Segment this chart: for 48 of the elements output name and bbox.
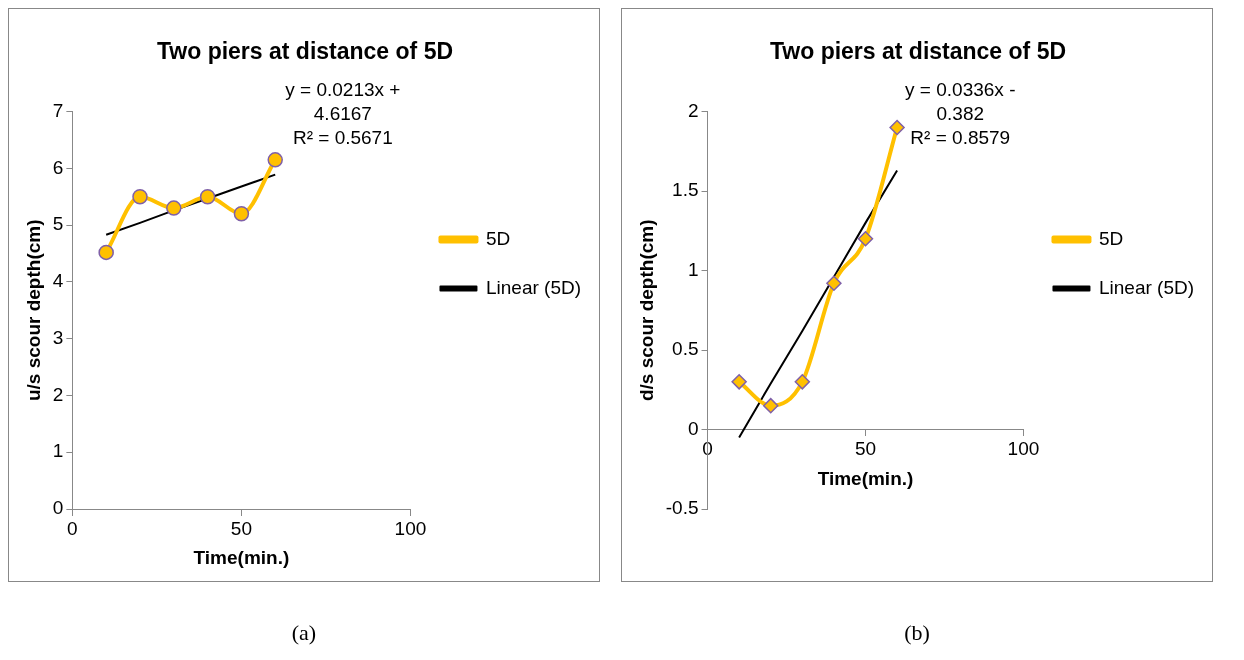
y-tick-label: 3	[52, 326, 64, 348]
chart-title: Two piers at distance of 5D	[769, 38, 1067, 65]
point	[889, 119, 905, 136]
y-tick-label: 6	[52, 156, 64, 178]
y-tick-label: -0.5	[665, 497, 699, 519]
y-tick-label: 0	[687, 417, 699, 439]
x-tick-label: 0	[702, 438, 713, 460]
legend-label: Linear (5D)	[1098, 276, 1195, 298]
x-tick-label: 100	[394, 517, 427, 539]
y-tick-label: 2	[687, 99, 699, 121]
y-tick-label: 1	[52, 440, 64, 462]
y-axis-title: u/s scour depth(cm)	[22, 219, 44, 402]
x-tick-label: 50	[230, 517, 252, 539]
text: (b)	[903, 620, 931, 646]
point	[794, 374, 811, 390]
y-tick-label: 1.5	[672, 179, 699, 201]
annotation: R² = 0.5671	[292, 127, 393, 149]
y-tick-label: 0.5	[672, 338, 699, 360]
point	[762, 397, 779, 414]
x-tick-label: 0	[67, 517, 78, 539]
x-tick-label: 100	[1007, 438, 1040, 460]
x-tick-label: 50	[854, 438, 877, 460]
annotation: y = 0.0336x - 0.382	[905, 79, 1016, 125]
legend-label: Linear (5D)	[485, 276, 582, 298]
point	[199, 189, 216, 205]
point	[857, 231, 874, 247]
point	[132, 189, 148, 205]
y-tick-label: 5	[52, 213, 64, 235]
point	[731, 374, 747, 390]
annotation: y = 0.0213x + 4.6167	[285, 79, 401, 125]
point	[826, 275, 842, 292]
y-tick-label: 1	[687, 258, 699, 280]
y-axis-title: d/s scour depth(cm)	[635, 219, 657, 402]
point	[233, 206, 250, 222]
point	[166, 200, 182, 216]
point	[98, 244, 114, 261]
x-axis-title: Time(min.)	[817, 467, 914, 489]
y-tick-label: 7	[52, 99, 64, 121]
point	[267, 152, 283, 168]
legend-label: 5D	[1098, 227, 1124, 249]
y-tick-label: 2	[52, 383, 64, 405]
x-axis-title: Time(min.)	[193, 547, 290, 569]
chart-title: Two piers at distance of 5D	[156, 38, 454, 65]
y-tick-label: 0	[52, 497, 64, 519]
text: (a)	[290, 620, 318, 646]
annotation: R² = 0.8579	[910, 127, 1011, 149]
y-tick-label: 4	[52, 270, 64, 292]
legend-label: 5D	[485, 227, 511, 249]
